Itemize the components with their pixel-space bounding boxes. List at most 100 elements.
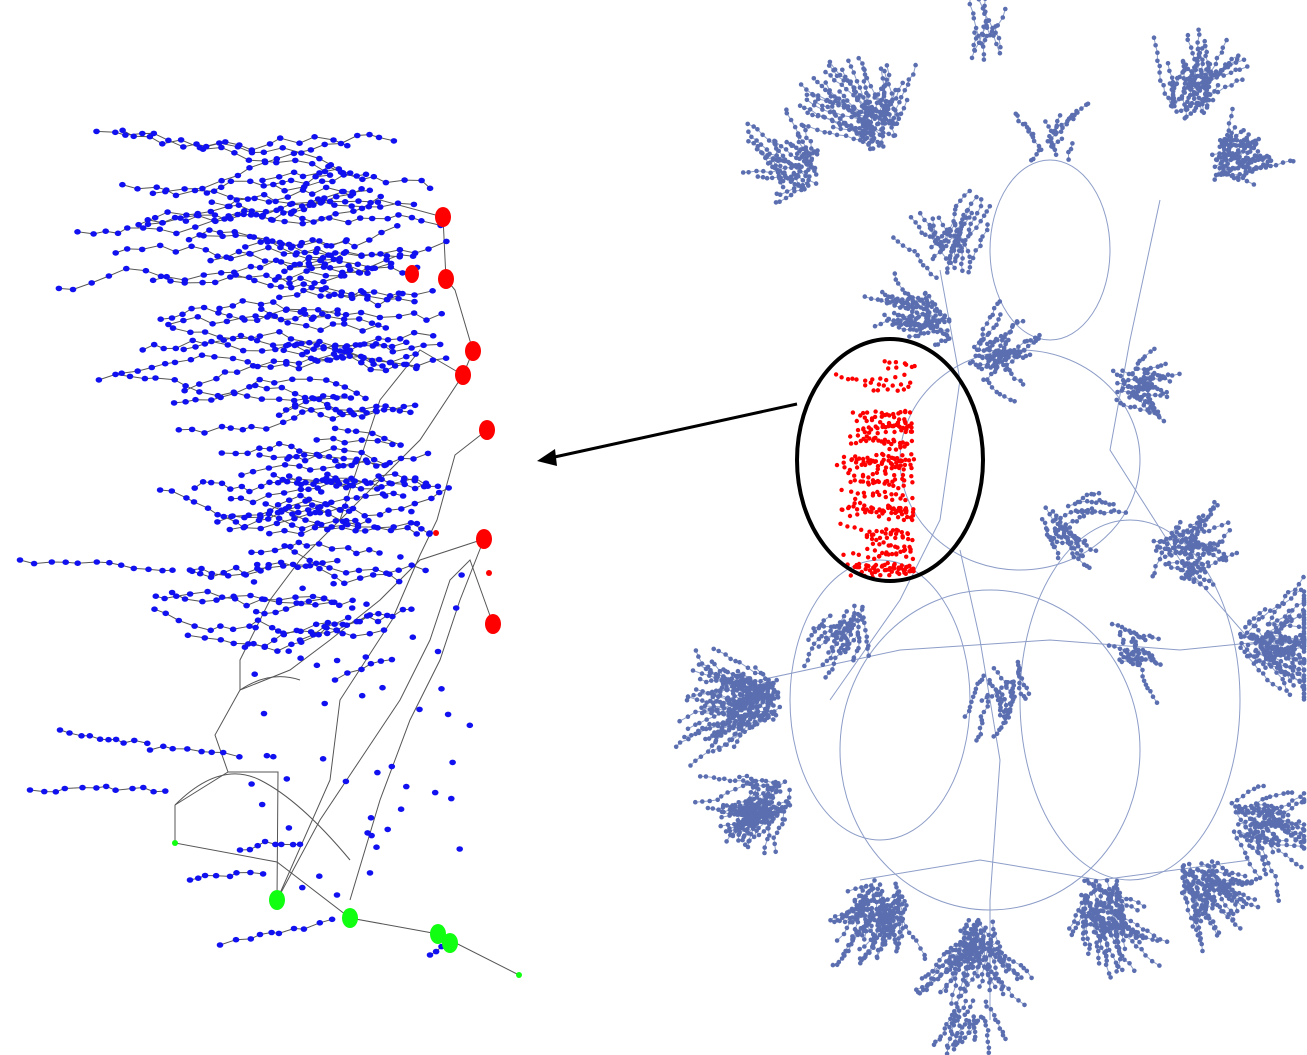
node xyxy=(761,800,766,805)
node xyxy=(31,561,38,567)
node xyxy=(357,215,364,221)
node xyxy=(367,631,374,637)
node xyxy=(218,184,225,190)
node xyxy=(822,115,827,120)
node xyxy=(990,313,995,318)
node xyxy=(1006,338,1011,343)
node xyxy=(1302,797,1307,802)
node xyxy=(257,932,264,938)
node xyxy=(333,395,340,401)
node xyxy=(184,746,191,752)
node xyxy=(815,148,820,153)
node xyxy=(202,329,209,335)
node xyxy=(273,207,280,213)
node xyxy=(342,503,349,509)
node xyxy=(229,513,236,519)
node xyxy=(1003,332,1008,337)
node xyxy=(1299,840,1304,845)
node xyxy=(778,705,783,710)
node xyxy=(79,785,86,791)
node xyxy=(872,127,877,132)
node xyxy=(267,446,274,452)
node xyxy=(367,480,374,486)
node xyxy=(394,223,401,229)
node xyxy=(139,131,146,137)
node xyxy=(289,376,296,382)
node xyxy=(369,320,376,326)
node xyxy=(884,82,889,87)
node xyxy=(159,141,166,147)
node xyxy=(872,878,877,883)
node xyxy=(321,624,328,630)
node xyxy=(797,169,802,174)
node xyxy=(353,619,360,625)
node xyxy=(1252,807,1257,812)
node xyxy=(1012,377,1017,382)
node xyxy=(41,789,48,795)
node xyxy=(316,339,323,345)
node xyxy=(410,634,417,640)
node xyxy=(239,315,246,321)
node xyxy=(746,839,751,844)
node xyxy=(1114,398,1119,403)
node xyxy=(305,486,312,492)
node xyxy=(996,317,1001,322)
node xyxy=(740,714,745,719)
node xyxy=(852,106,857,111)
node xyxy=(784,196,789,201)
node xyxy=(341,393,348,399)
node xyxy=(719,815,724,820)
node xyxy=(401,177,408,183)
node xyxy=(1281,160,1286,165)
node xyxy=(740,700,745,705)
node xyxy=(330,416,337,422)
node xyxy=(308,407,315,413)
node xyxy=(851,137,856,142)
node xyxy=(27,787,34,793)
node xyxy=(994,349,999,354)
node xyxy=(62,786,69,792)
node xyxy=(430,333,437,339)
node xyxy=(1284,838,1289,843)
node xyxy=(429,288,436,294)
node xyxy=(1262,868,1267,873)
node xyxy=(1269,869,1274,874)
node xyxy=(277,245,284,251)
node xyxy=(707,722,712,727)
node xyxy=(313,621,320,627)
node xyxy=(1216,73,1221,78)
node xyxy=(1148,366,1153,371)
node xyxy=(257,526,264,532)
node xyxy=(389,344,396,350)
node xyxy=(181,388,188,394)
node xyxy=(965,208,970,213)
node xyxy=(376,357,383,363)
node xyxy=(296,448,303,454)
node xyxy=(254,843,261,849)
node xyxy=(1213,165,1218,170)
node xyxy=(169,315,176,321)
node xyxy=(390,407,397,413)
node xyxy=(959,246,964,251)
node xyxy=(905,98,910,103)
node xyxy=(968,222,973,227)
node xyxy=(851,70,856,75)
node xyxy=(1208,72,1213,77)
node xyxy=(753,682,758,687)
node xyxy=(1276,811,1281,816)
node xyxy=(329,916,336,922)
node xyxy=(1136,384,1141,389)
node xyxy=(823,80,828,85)
node xyxy=(236,202,243,208)
node xyxy=(288,178,295,184)
node xyxy=(1016,344,1021,349)
node xyxy=(196,389,203,395)
node xyxy=(999,334,1004,339)
node xyxy=(414,521,421,527)
node xyxy=(302,311,309,317)
node xyxy=(389,442,396,448)
node xyxy=(1299,588,1304,593)
node xyxy=(781,154,786,159)
node xyxy=(345,545,352,551)
node xyxy=(277,240,284,246)
